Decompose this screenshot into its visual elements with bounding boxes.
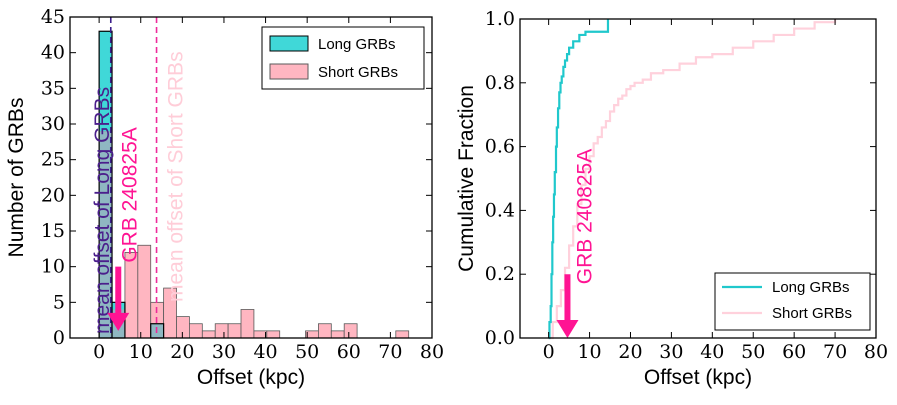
short-grb-bar [189, 323, 203, 339]
cdf-panel: GRB 240825A 0 10 20 30 40 50 60 70 80 0.0 0.2 0.4 0.6… [455, 8, 888, 389]
x-tick-label: 50 [295, 341, 319, 363]
short-grb-bar [124, 251, 139, 339]
legend-label-long: Long GRBs [772, 279, 850, 296]
y-tick-label: 0 [53, 327, 65, 349]
y-tick-label: 0.2 [485, 263, 515, 285]
x-tick-label: 0 [93, 341, 105, 363]
legend: Long GRBs Short GRBs [714, 272, 871, 331]
short-grb-bar [240, 309, 255, 339]
x-tick-label: 40 [700, 341, 724, 363]
x-tick-label: 40 [253, 341, 277, 363]
x-tick-label: 0 [543, 341, 555, 363]
overlap-bar [99, 131, 113, 338]
y-tick-label: 1.0 [485, 8, 515, 30]
y-tick-label: 40 [41, 42, 65, 64]
x-tick-label: 10 [129, 341, 153, 363]
y-tick-label: 0.8 [485, 72, 515, 94]
y-axis-label: Cumulative Fraction [455, 85, 478, 272]
grb-label: GRB 240825A [118, 127, 141, 262]
y-tick-label: 45 [41, 6, 65, 28]
x-tick-label: 30 [212, 341, 236, 363]
short-grb-bar [253, 330, 268, 339]
x-tick-label: 30 [659, 341, 683, 363]
mean-short-label: mean offset of Short GRBs [165, 51, 188, 302]
legend-swatch-long [269, 35, 309, 52]
y-tick-label: 20 [41, 184, 65, 206]
legend-label-short: Short GRBs [318, 64, 398, 81]
y-axis-label: Number of GRBs [5, 98, 28, 258]
x-tick-label: 20 [618, 341, 642, 363]
short-grb-bar [227, 323, 242, 339]
short-grb-bar [176, 316, 190, 339]
grb-label: GRB 240825A [573, 149, 596, 284]
y-tick-label: 5 [53, 291, 65, 313]
short-grb-bar [395, 330, 410, 339]
plot-frame [69, 16, 433, 339]
mean-long-label: mean offset of Long GRBs [91, 87, 114, 334]
y-tick-label: 10 [41, 256, 65, 278]
y-tick-label: 0.0 [485, 327, 515, 349]
short-grb-bar [343, 323, 358, 339]
y-tick-label: 35 [41, 77, 65, 99]
x-axis-label: Offset (kpc) [644, 366, 752, 389]
y-tick-label: 30 [41, 113, 65, 135]
y-tick-label: 15 [41, 220, 65, 242]
plot-frame [519, 18, 877, 339]
x-tick-label: 80 [864, 341, 888, 363]
grb-arrow-head [107, 312, 130, 331]
grb-arrow-head [556, 320, 579, 338]
y-tick-label: 0.6 [485, 136, 515, 158]
long-grb-bar [99, 31, 113, 132]
x-tick-label: 20 [170, 341, 194, 363]
histogram-panel: mean offset of Long GRBs mean offset of S… [5, 6, 444, 389]
legend-label-short: Short GRBs [772, 305, 852, 322]
short-grb-bar [201, 330, 216, 339]
legend-label-long: Long GRBs [318, 36, 396, 53]
x-tick-label: 70 [823, 341, 847, 363]
legend-box [714, 272, 871, 331]
short-grb-bar [214, 323, 229, 339]
x-tick-label: 80 [420, 341, 444, 363]
x-tick-label: 10 [577, 341, 601, 363]
short-grb-cdf-line [548, 19, 837, 340]
long-grb-cdf-line [548, 19, 610, 340]
y-tick-label: 0.4 [485, 199, 515, 221]
y-tick-label: 25 [41, 149, 65, 171]
short-grb-bar [330, 330, 345, 339]
x-axis-label: Offset (kpc) [197, 366, 305, 389]
legend-swatch-short [269, 63, 309, 80]
legend: Long GRBs Short GRBs [261, 26, 425, 90]
x-tick-label: 60 [337, 341, 361, 363]
short-grb-bar [266, 330, 281, 339]
short-grb-bar [318, 323, 332, 339]
x-tick-label: 70 [378, 341, 402, 363]
x-tick-label: 60 [782, 341, 806, 363]
x-tick-label: 50 [741, 341, 765, 363]
